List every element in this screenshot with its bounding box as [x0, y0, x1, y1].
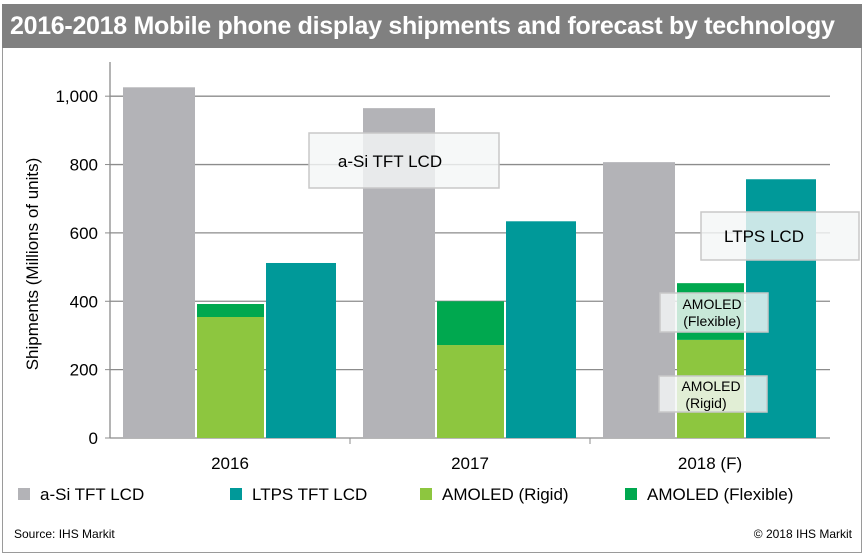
- y-tick-label: 200: [70, 361, 98, 380]
- legend-label: AMOLED (Rigid): [442, 485, 569, 504]
- copyright-note: © 2018 IHS Markit: [754, 527, 853, 541]
- annotation-a-si: a-Si TFT LCD: [338, 152, 442, 171]
- annotation-amoled-flexible-line2: (Flexible): [683, 313, 741, 329]
- y-axis-label: Shipments (Millions of units): [23, 158, 42, 371]
- y-tick-label: 0: [89, 429, 98, 448]
- annotation-box-ltps: [700, 211, 860, 261]
- bar-amoled-flexible: [197, 304, 264, 317]
- x-tick-label: 2018 (F): [678, 454, 742, 473]
- annotation-box-amoled-flexible: [659, 292, 769, 333]
- bar-ltps-tft-lcd: [266, 262, 336, 438]
- x-tick-label: 2016: [211, 454, 249, 473]
- bar-a-si-tft-lcd: [123, 87, 195, 438]
- annotation-ltps: LTPS LCD: [724, 227, 804, 246]
- legend-swatch: [230, 488, 242, 500]
- legend-label: AMOLED (Flexible): [647, 485, 793, 504]
- chart-frame: [2, 48, 862, 553]
- legend-label: a-Si TFT LCD: [40, 485, 144, 504]
- bar-ltps-tft-lcd: [506, 221, 576, 438]
- y-tick-label: 1,000: [55, 87, 98, 106]
- annotation-amoled-rigid-line2: (Rigid): [685, 395, 726, 411]
- y-tick-label: 800: [70, 156, 98, 175]
- bar-amoled-rigid: [437, 345, 504, 438]
- y-tick-label: 600: [70, 224, 98, 243]
- x-tick-label: 2017: [451, 454, 489, 473]
- chart-title: 2016-2018 Mobile phone display shipments…: [2, 4, 862, 48]
- legend-swatch: [18, 488, 30, 500]
- y-tick-label: 400: [70, 292, 98, 311]
- annotation-amoled-rigid-line1: AMOLED: [681, 378, 740, 394]
- annotation-amoled-flexible-line1: AMOLED: [682, 296, 741, 312]
- legend-swatch: [625, 488, 637, 500]
- bar-amoled-flexible: [437, 301, 504, 346]
- annotation-box-amoled-rigid: [658, 375, 768, 413]
- source-note: Source: IHS Markit: [14, 527, 115, 541]
- legend-swatch: [420, 488, 432, 500]
- legend-label: LTPS TFT LCD: [252, 485, 367, 504]
- annotation-box-a-si: [308, 132, 500, 189]
- bar-amoled-rigid: [197, 316, 264, 438]
